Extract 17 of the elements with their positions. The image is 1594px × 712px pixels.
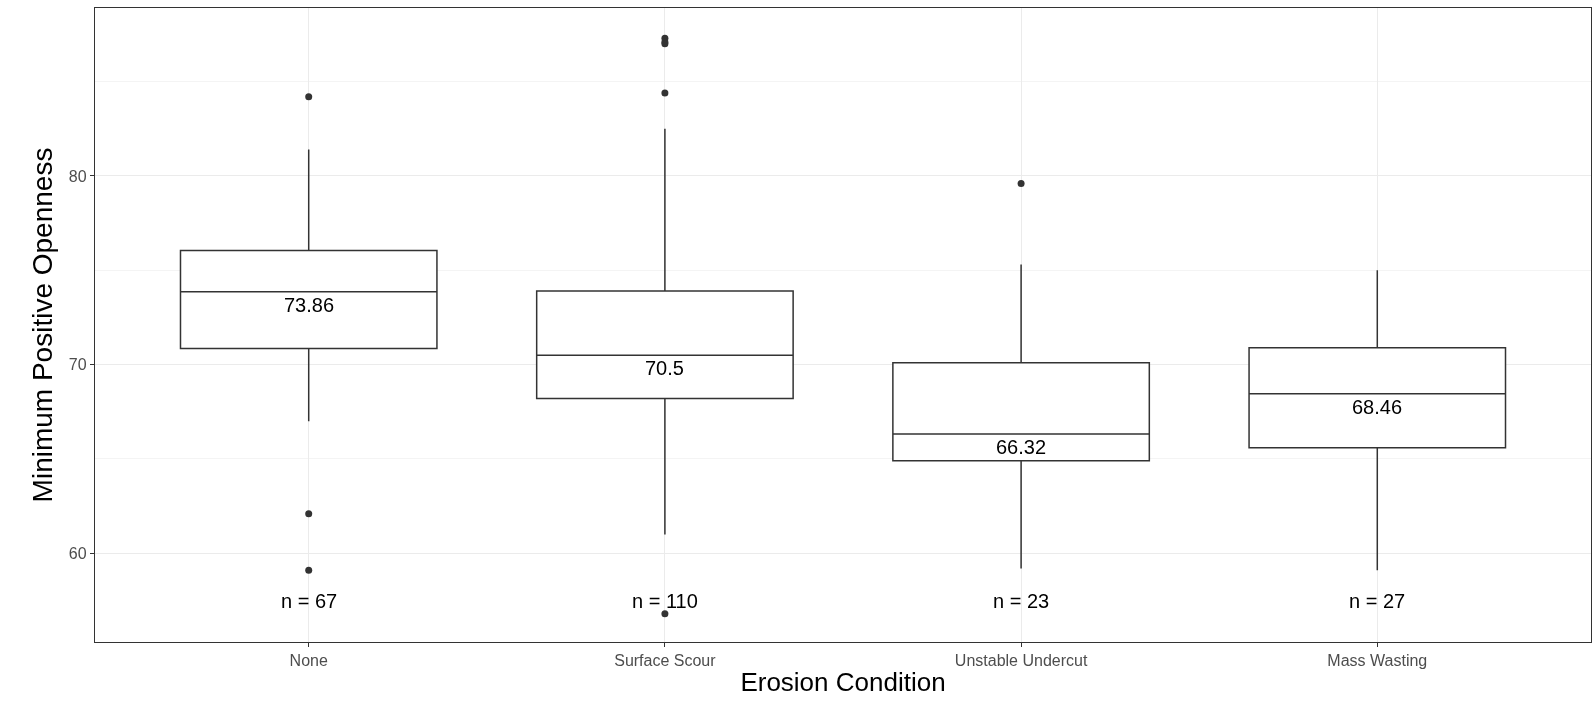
x-tick-label: Mass Wasting <box>1327 652 1428 670</box>
annotation: n = 27 <box>1349 590 1406 612</box>
y-axis-title: Minimum Positive Openness <box>26 147 58 503</box>
x-tick-label: None <box>289 652 328 670</box>
y-tick-label: 70 <box>68 356 87 374</box>
y-tick-label: 80 <box>68 167 87 185</box>
annotation: n = 67 <box>281 590 338 612</box>
annotation: n = 23 <box>993 590 1050 612</box>
x-tick-label: Surface Scour <box>614 652 717 670</box>
x-tick-label: Unstable Undercut <box>954 652 1088 670</box>
annotation: 66.32 <box>996 436 1047 458</box>
x-axis-title: Erosion Condition <box>740 667 946 698</box>
annotation: 73.86 <box>284 294 335 316</box>
annotation: n = 110 <box>632 590 698 612</box>
y-tick-label: 60 <box>68 544 87 562</box>
annotation: 70.5 <box>645 357 684 379</box>
annotation: 68.46 <box>1352 396 1403 418</box>
